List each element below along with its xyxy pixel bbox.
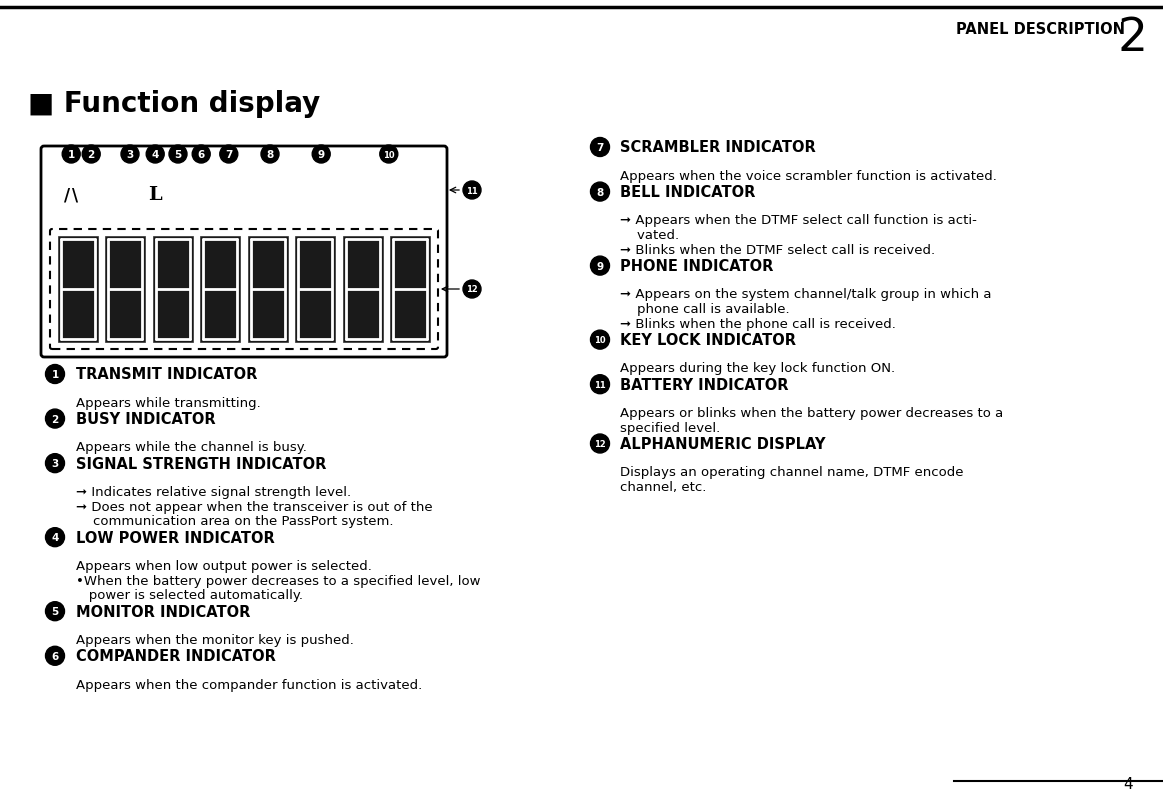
Circle shape (591, 138, 609, 157)
Bar (58, 237, 98, 343)
Text: ➞ Blinks when the phone call is received.: ➞ Blinks when the phone call is received… (620, 317, 896, 331)
Text: /: / (64, 185, 70, 204)
Circle shape (463, 281, 481, 299)
FancyBboxPatch shape (50, 230, 438, 349)
Text: Appears or blinks when the battery power decreases to a: Appears or blinks when the battery power… (620, 406, 1004, 419)
Circle shape (147, 146, 164, 164)
Text: SIGNAL STRENGTH INDICATOR: SIGNAL STRENGTH INDICATOR (76, 456, 327, 471)
Text: specified level.: specified level. (620, 422, 720, 434)
Text: ➞ Does not appear when the transceiver is out of the: ➞ Does not appear when the transceiver i… (76, 500, 433, 513)
Text: 1: 1 (51, 369, 58, 380)
Text: 9: 9 (597, 261, 604, 271)
Bar (295, 237, 335, 343)
Text: KEY LOCK INDICATOR: KEY LOCK INDICATOR (620, 332, 795, 348)
Text: 9: 9 (317, 150, 324, 160)
Text: Appears when the voice scrambler function is activated.: Appears when the voice scrambler functio… (620, 169, 997, 182)
Circle shape (192, 146, 211, 164)
Text: 7: 7 (597, 143, 604, 153)
Circle shape (591, 375, 609, 394)
Text: L: L (149, 185, 162, 204)
Circle shape (83, 146, 100, 164)
Text: MONITOR INDICATOR: MONITOR INDICATOR (76, 604, 250, 619)
Text: 8: 8 (266, 150, 273, 160)
Text: Displays an operating channel name, DTMF encode: Displays an operating channel name, DTMF… (620, 466, 963, 479)
Bar (248, 237, 287, 343)
Text: 4: 4 (51, 532, 58, 543)
Text: 7: 7 (226, 150, 233, 160)
Bar (200, 237, 241, 343)
Text: ➞ Appears on the system channel/talk group in which a: ➞ Appears on the system channel/talk gro… (620, 288, 992, 301)
Text: phone call is available.: phone call is available. (620, 303, 790, 316)
Text: ➞ Indicates relative signal strength level.: ➞ Indicates relative signal strength lev… (76, 485, 351, 499)
Circle shape (45, 528, 64, 547)
Text: Appears while transmitting.: Appears while transmitting. (76, 397, 261, 410)
Circle shape (591, 331, 609, 349)
Circle shape (591, 257, 609, 275)
Circle shape (261, 146, 279, 164)
Circle shape (169, 146, 187, 164)
Bar (343, 237, 383, 343)
Text: 3: 3 (127, 150, 134, 160)
Text: 10: 10 (594, 336, 606, 344)
Circle shape (380, 146, 398, 164)
Bar (390, 237, 430, 343)
Text: 12: 12 (594, 439, 606, 448)
Text: LOW POWER INDICATOR: LOW POWER INDICATOR (76, 530, 274, 545)
Text: Appears when the monitor key is pushed.: Appears when the monitor key is pushed. (76, 634, 354, 646)
Text: 1: 1 (67, 150, 74, 160)
Text: 12: 12 (466, 285, 478, 294)
Text: 2: 2 (51, 414, 58, 424)
Text: Appears during the key lock function ON.: Appears during the key lock function ON. (620, 362, 896, 375)
Text: 2: 2 (87, 150, 95, 160)
Circle shape (45, 646, 64, 666)
Circle shape (45, 602, 64, 621)
Text: ■ Function display: ■ Function display (28, 90, 320, 118)
Text: 6: 6 (198, 150, 205, 160)
Text: 4: 4 (1123, 776, 1133, 791)
Text: 8: 8 (597, 187, 604, 198)
Circle shape (463, 181, 481, 200)
Text: \: \ (72, 185, 78, 204)
Text: 11: 11 (466, 186, 478, 195)
FancyBboxPatch shape (41, 147, 447, 357)
Text: Appears when low output power is selected.: Appears when low output power is selecte… (76, 560, 372, 573)
Text: 4: 4 (151, 150, 159, 160)
Bar (106, 237, 145, 343)
Circle shape (45, 410, 64, 429)
Text: channel, etc.: channel, etc. (620, 480, 706, 494)
Circle shape (45, 365, 64, 384)
Text: BELL INDICATOR: BELL INDICATOR (620, 185, 756, 200)
Text: 2: 2 (1118, 16, 1148, 61)
Text: 5: 5 (51, 606, 58, 617)
Circle shape (62, 146, 80, 164)
Text: 6: 6 (51, 651, 58, 661)
Circle shape (312, 146, 330, 164)
Text: power is selected automatically.: power is selected automatically. (76, 589, 304, 601)
Circle shape (591, 183, 609, 202)
Circle shape (45, 454, 64, 473)
Text: ➞ Blinks when the DTMF select call is received.: ➞ Blinks when the DTMF select call is re… (620, 243, 935, 256)
Text: 5: 5 (174, 150, 181, 160)
Text: 10: 10 (383, 150, 394, 159)
Bar (152, 237, 193, 343)
Text: BUSY INDICATOR: BUSY INDICATOR (76, 412, 215, 426)
Text: COMPANDER INDICATOR: COMPANDER INDICATOR (76, 649, 276, 663)
Text: •When the battery power decreases to a specified level, low: •When the battery power decreases to a s… (76, 574, 480, 587)
Text: 3: 3 (51, 459, 58, 469)
Circle shape (591, 434, 609, 454)
Circle shape (220, 146, 237, 164)
Text: ALPHANUMERIC DISPLAY: ALPHANUMERIC DISPLAY (620, 437, 826, 451)
Text: Appears while the channel is busy.: Appears while the channel is busy. (76, 441, 307, 454)
Text: ➞ Appears when the DTMF select call function is acti-: ➞ Appears when the DTMF select call func… (620, 214, 977, 227)
Text: BATTERY INDICATOR: BATTERY INDICATOR (620, 377, 789, 392)
Text: 11: 11 (594, 381, 606, 389)
Circle shape (121, 146, 140, 164)
Text: Appears when the compander function is activated.: Appears when the compander function is a… (76, 678, 422, 691)
Text: PHONE INDICATOR: PHONE INDICATOR (620, 259, 773, 274)
Text: SCRAMBLER INDICATOR: SCRAMBLER INDICATOR (620, 141, 815, 155)
Text: vated.: vated. (620, 229, 679, 242)
Text: PANEL DESCRIPTION: PANEL DESCRIPTION (956, 22, 1125, 37)
Text: communication area on the PassPort system.: communication area on the PassPort syste… (76, 515, 393, 528)
Text: TRANSMIT INDICATOR: TRANSMIT INDICATOR (76, 367, 257, 382)
